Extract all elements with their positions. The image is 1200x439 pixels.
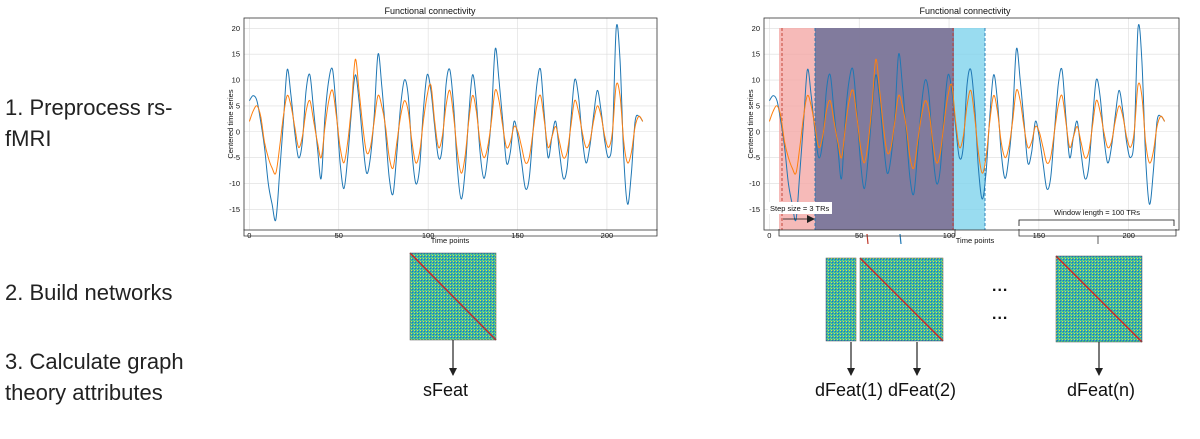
x-tick-label: 0 [247, 231, 251, 240]
chart-right-frame [763, 17, 1180, 231]
chart-left-xlabel: Time points [431, 236, 470, 245]
window-length-bracket [1018, 219, 1175, 226]
y-tick-label: -10 [749, 179, 760, 188]
x-tick-label: 50 [335, 231, 343, 240]
x-tick-label: 100 [422, 231, 435, 240]
dynamic-matrix-1 [825, 257, 857, 342]
y-tick-label: 0 [236, 127, 240, 136]
x-tick-label: 150 [1033, 231, 1046, 240]
step-size-label-bg [768, 202, 832, 214]
y-tick-label: 15 [232, 50, 240, 59]
series-line-1 [768, 24, 1166, 222]
chart-left-ylabel: Centered time series [226, 89, 235, 158]
window-n-brace [1018, 229, 1177, 237]
static-feature-label: sFeat [423, 380, 469, 400]
window-1-brace [778, 229, 956, 237]
window-2-midpoint-tick [899, 233, 902, 245]
window-1-midpoint-tick [866, 233, 869, 245]
step-1-label: 1. Preprocess rs-fMRI [5, 95, 173, 151]
y-tick-label: 15 [752, 50, 760, 59]
chart-right-xlabel: Time points [956, 236, 995, 245]
y-tick-label: -15 [229, 205, 240, 214]
dynamic-matrix-2 [859, 257, 944, 342]
series-line-2 [768, 58, 1166, 175]
y-tick-label: 5 [236, 101, 240, 110]
chart-left-frame [243, 17, 658, 231]
y-tick-label: 20 [752, 24, 760, 33]
step-2-label: 2. Build networks [5, 280, 173, 305]
series-line-1 [248, 24, 644, 222]
chart-left-title: Functional connectivity [384, 6, 476, 16]
chart-left: Functional connectivity 0 50 100 150 2002015… [226, 6, 658, 245]
x-tick-label: 150 [511, 231, 524, 240]
window-length-label: Window length = 100 TRs [1054, 208, 1140, 217]
ellipsis-1: ... [992, 278, 1009, 295]
y-tick-label: 5 [756, 101, 760, 110]
y-tick-label: -5 [753, 153, 760, 162]
connectivity-matrices [409, 252, 1143, 343]
x-tick-label: 200 [1122, 231, 1135, 240]
dynamic-feature-label-n: dFeat(n) [1067, 380, 1136, 400]
x-tick-label: 200 [601, 231, 614, 240]
x-tick-label: 0 [767, 231, 771, 240]
static-matrix [409, 252, 497, 341]
x-tick-label: 100 [943, 231, 956, 240]
y-tick-label: 20 [232, 24, 240, 33]
chart-right-series [768, 24, 1166, 222]
chart-right: Functional connectivity 0 50 100 150 2002015… [746, 6, 1180, 245]
y-tick-label: -5 [233, 153, 240, 162]
series-line-2 [248, 58, 644, 175]
feature-arrows [449, 340, 1103, 376]
y-tick-label: -10 [229, 179, 240, 188]
dynamic-matrix-n [1055, 255, 1143, 343]
ellipsis-2: ... [992, 306, 1009, 323]
dynamic-feature-label-1: dFeat(1) [815, 380, 884, 400]
y-tick-label: 10 [232, 76, 240, 85]
chart-right-ylabel: Centered time series [746, 89, 755, 158]
step-3-label: 3. Calculate graph theory attributes [5, 349, 184, 405]
y-tick-label: -15 [749, 205, 760, 214]
chart-left-series [248, 24, 644, 222]
x-tick-label: 50 [855, 231, 863, 240]
chart-right-title: Functional connectivity [919, 6, 1011, 16]
step-size-label: Step size = 3 TRs [770, 204, 830, 213]
chart-left-brace [243, 229, 658, 237]
y-tick-label: 10 [752, 76, 760, 85]
y-tick-label: 0 [756, 127, 760, 136]
dynamic-feature-label-2: dFeat(2) [888, 380, 957, 400]
chart-left-grid [244, 18, 657, 230]
